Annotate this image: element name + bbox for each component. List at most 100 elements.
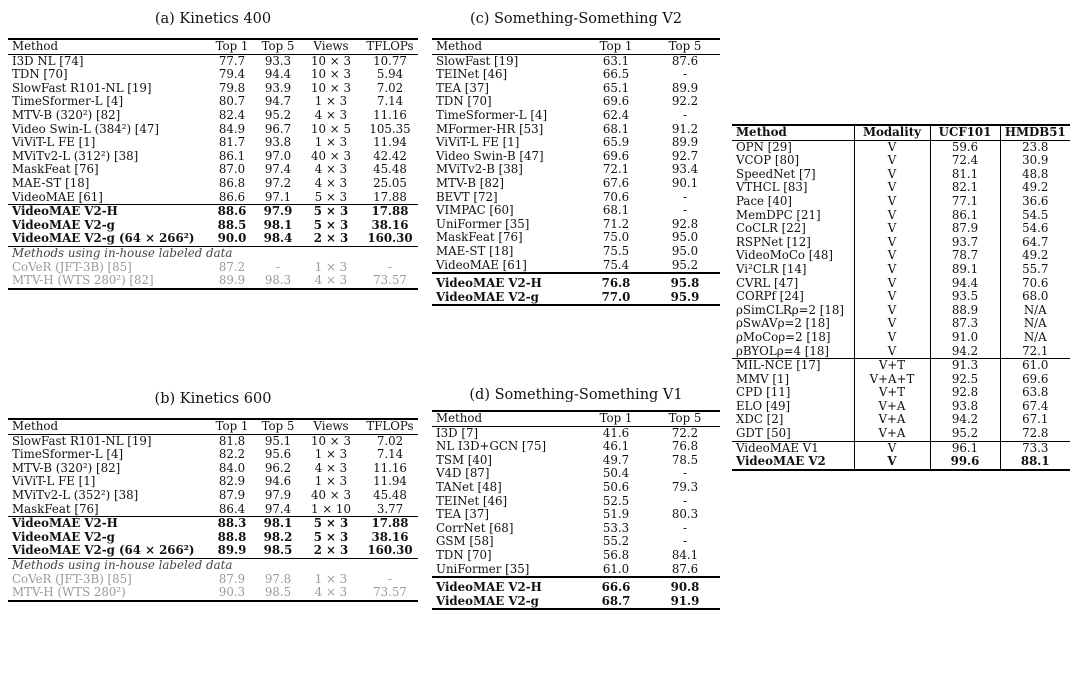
value-cell: 52.5 [602,494,630,508]
value-cell: 93.4 [671,163,699,177]
method-cell: ViViT-L FE [1] [12,136,96,150]
value-cell: 1 × 10 [311,502,351,516]
column-header: UCF101 [929,123,1000,141]
value-cell: 82.9 [218,475,246,489]
value-cell: 94.4 [264,68,292,82]
value-cell: 68.7 [582,594,650,611]
method-cell: MViTv2-L (312²) [38] [12,149,139,163]
table-row: I3D NL [74] 77.7 93.3 10 × 3 10.77 [8,54,418,68]
value-cell: V [853,290,930,304]
method-cell: MaskFeat [76] [12,163,99,177]
value-cell: V [853,262,930,277]
value-cell: - [388,260,392,274]
ucf-hmdb-panel: Method Modality UCF101 HMDB51 OPN [29] V 59.6… [732,123,1070,471]
method-cell: TDN [70] [12,68,68,82]
value-cell: V [853,344,930,359]
value-cell: 67.4 [999,399,1070,414]
ssv1-table: Method Top 1 Top 5 I3D [7] 41.6 72.2 NL I3D+G… [432,409,720,611]
value-cell: 76.8 [671,440,699,454]
value-cell: 91.3 [929,358,1000,373]
ucf-row: RSPNet [12] V 93.7 64.7 [732,235,1070,250]
ucf-row: Pace [40] V 77.1 36.6 [732,194,1070,209]
value-cell: 82.1 [929,181,1000,195]
value-cell: 88.3 [208,516,256,531]
ucf-row: VideoMAE V2 V 99.6 88.1 [732,455,1070,471]
value-cell: 63.1 [602,54,630,68]
value-cell: 11.16 [373,461,407,475]
value-cell: 95.8 [650,272,720,291]
column-header: Method [8,37,208,55]
ucf-row: ρSwAVρ=2 [18] V 87.3 N/A [732,317,1070,331]
value-cell: 89.9 [208,544,256,559]
value-cell: 10 × 3 [311,68,351,82]
value-cell: 75.0 [602,231,630,245]
value-cell: 95.2 [671,258,699,272]
value-cell: 97.0 [264,149,292,163]
ucf-row: Vi²CLR [14] V 89.1 55.7 [732,262,1070,277]
value-cell: 64.7 [999,235,1070,250]
method-cell: GSM [58] [436,535,494,549]
method-cell: CoVeR (JFT-3B) [85] [12,260,132,274]
column-header: Top 1 [208,37,256,55]
value-cell: 95.2 [264,108,292,122]
value-cell: 105.35 [369,122,411,136]
ours-row: VideoMAE V2-g (64 × 266²) 90.0 98.4 2 × 3 16… [8,232,418,247]
value-cell: 89.9 [208,274,256,290]
value-cell: 4 × 3 [314,461,348,475]
column-header: Method [432,409,582,427]
value-cell: V [853,455,930,471]
method-cell: VideoMAE V2-g [432,594,582,611]
value-cell: 1 × 3 [314,448,348,462]
value-cell: 1 × 3 [314,475,348,489]
inhouse-label-row: Methods using in-house labeled data [8,558,418,572]
table-row: TimeSformer-L [4] 82.2 95.6 1 × 3 7.14 [8,448,418,462]
value-cell: 71.2 [602,217,630,231]
value-cell: 97.9 [256,204,300,219]
method-cell: MTV-B [82] [436,176,505,190]
column-header: Views [300,417,362,435]
value-cell: 48.8 [999,167,1070,182]
value-cell: 68.1 [602,122,630,136]
column-header: Top 1 [582,409,650,427]
value-cell: - [683,190,687,204]
value-cell: V [853,317,930,331]
table-row: TimeSformer-L [4] 80.7 94.7 1 × 3 7.14 [8,95,418,109]
value-cell: 61.0 [999,358,1070,373]
table-row: SlowFast R101-NL [19] 81.8 95.1 10 × 3 7.02 [8,434,418,448]
method-cell: VideoMoCo [48] [736,249,833,263]
value-cell: 86.1 [218,149,246,163]
value-cell: 95.2 [929,427,1000,442]
ours-row: VideoMAE V2-g 88.8 98.2 5 × 3 38.16 [8,531,418,545]
value-cell: 87.6 [671,562,699,576]
method-cell: TANet [48] [436,480,502,494]
value-cell: 17.88 [373,190,407,204]
value-cell: 7.02 [376,81,404,95]
table-row: MViTv2-L (312²) [38] 86.1 97.0 40 × 3 42.42 [8,150,418,164]
method-cell: ELO [49] [736,399,791,413]
value-cell: 76.8 [582,272,650,291]
header-row: Method Top 1 Top 5 Views TFLOPs [8,37,418,55]
value-cell: 98.3 [256,274,300,290]
table-row: UniFormer [35] 61.0 87.6 [432,563,720,578]
method-cell: NL I3D+GCN [75] [436,440,547,454]
value-cell: 93.8 [264,136,292,150]
value-cell: 10 × 3 [311,81,351,95]
table-row: MAE-ST [18] 86.8 97.2 4 × 3 25.05 [8,177,418,191]
value-cell: 90.3 [208,586,256,602]
value-cell: 77.1 [929,194,1000,209]
method-cell: GDT [50] [736,427,791,441]
value-cell: 79.8 [218,81,246,95]
value-cell: 79.4 [218,68,246,82]
value-cell: 97.9 [264,488,292,502]
value-cell: 84.0 [218,461,246,475]
column-header: HMDB51 [999,123,1070,141]
value-cell: 81.1 [929,167,1000,182]
value-cell: 98.4 [256,232,300,247]
method-cell: ViViT-L FE [1] [12,475,96,489]
method-cell: VideoMAE V2-g [12,530,115,544]
value-cell: 4 × 3 [314,163,348,177]
value-cell: - [683,521,687,535]
method-cell: CORPf [24] [736,290,804,304]
value-cell: 75.4 [602,258,630,272]
value-cell: 90.0 [208,232,256,247]
